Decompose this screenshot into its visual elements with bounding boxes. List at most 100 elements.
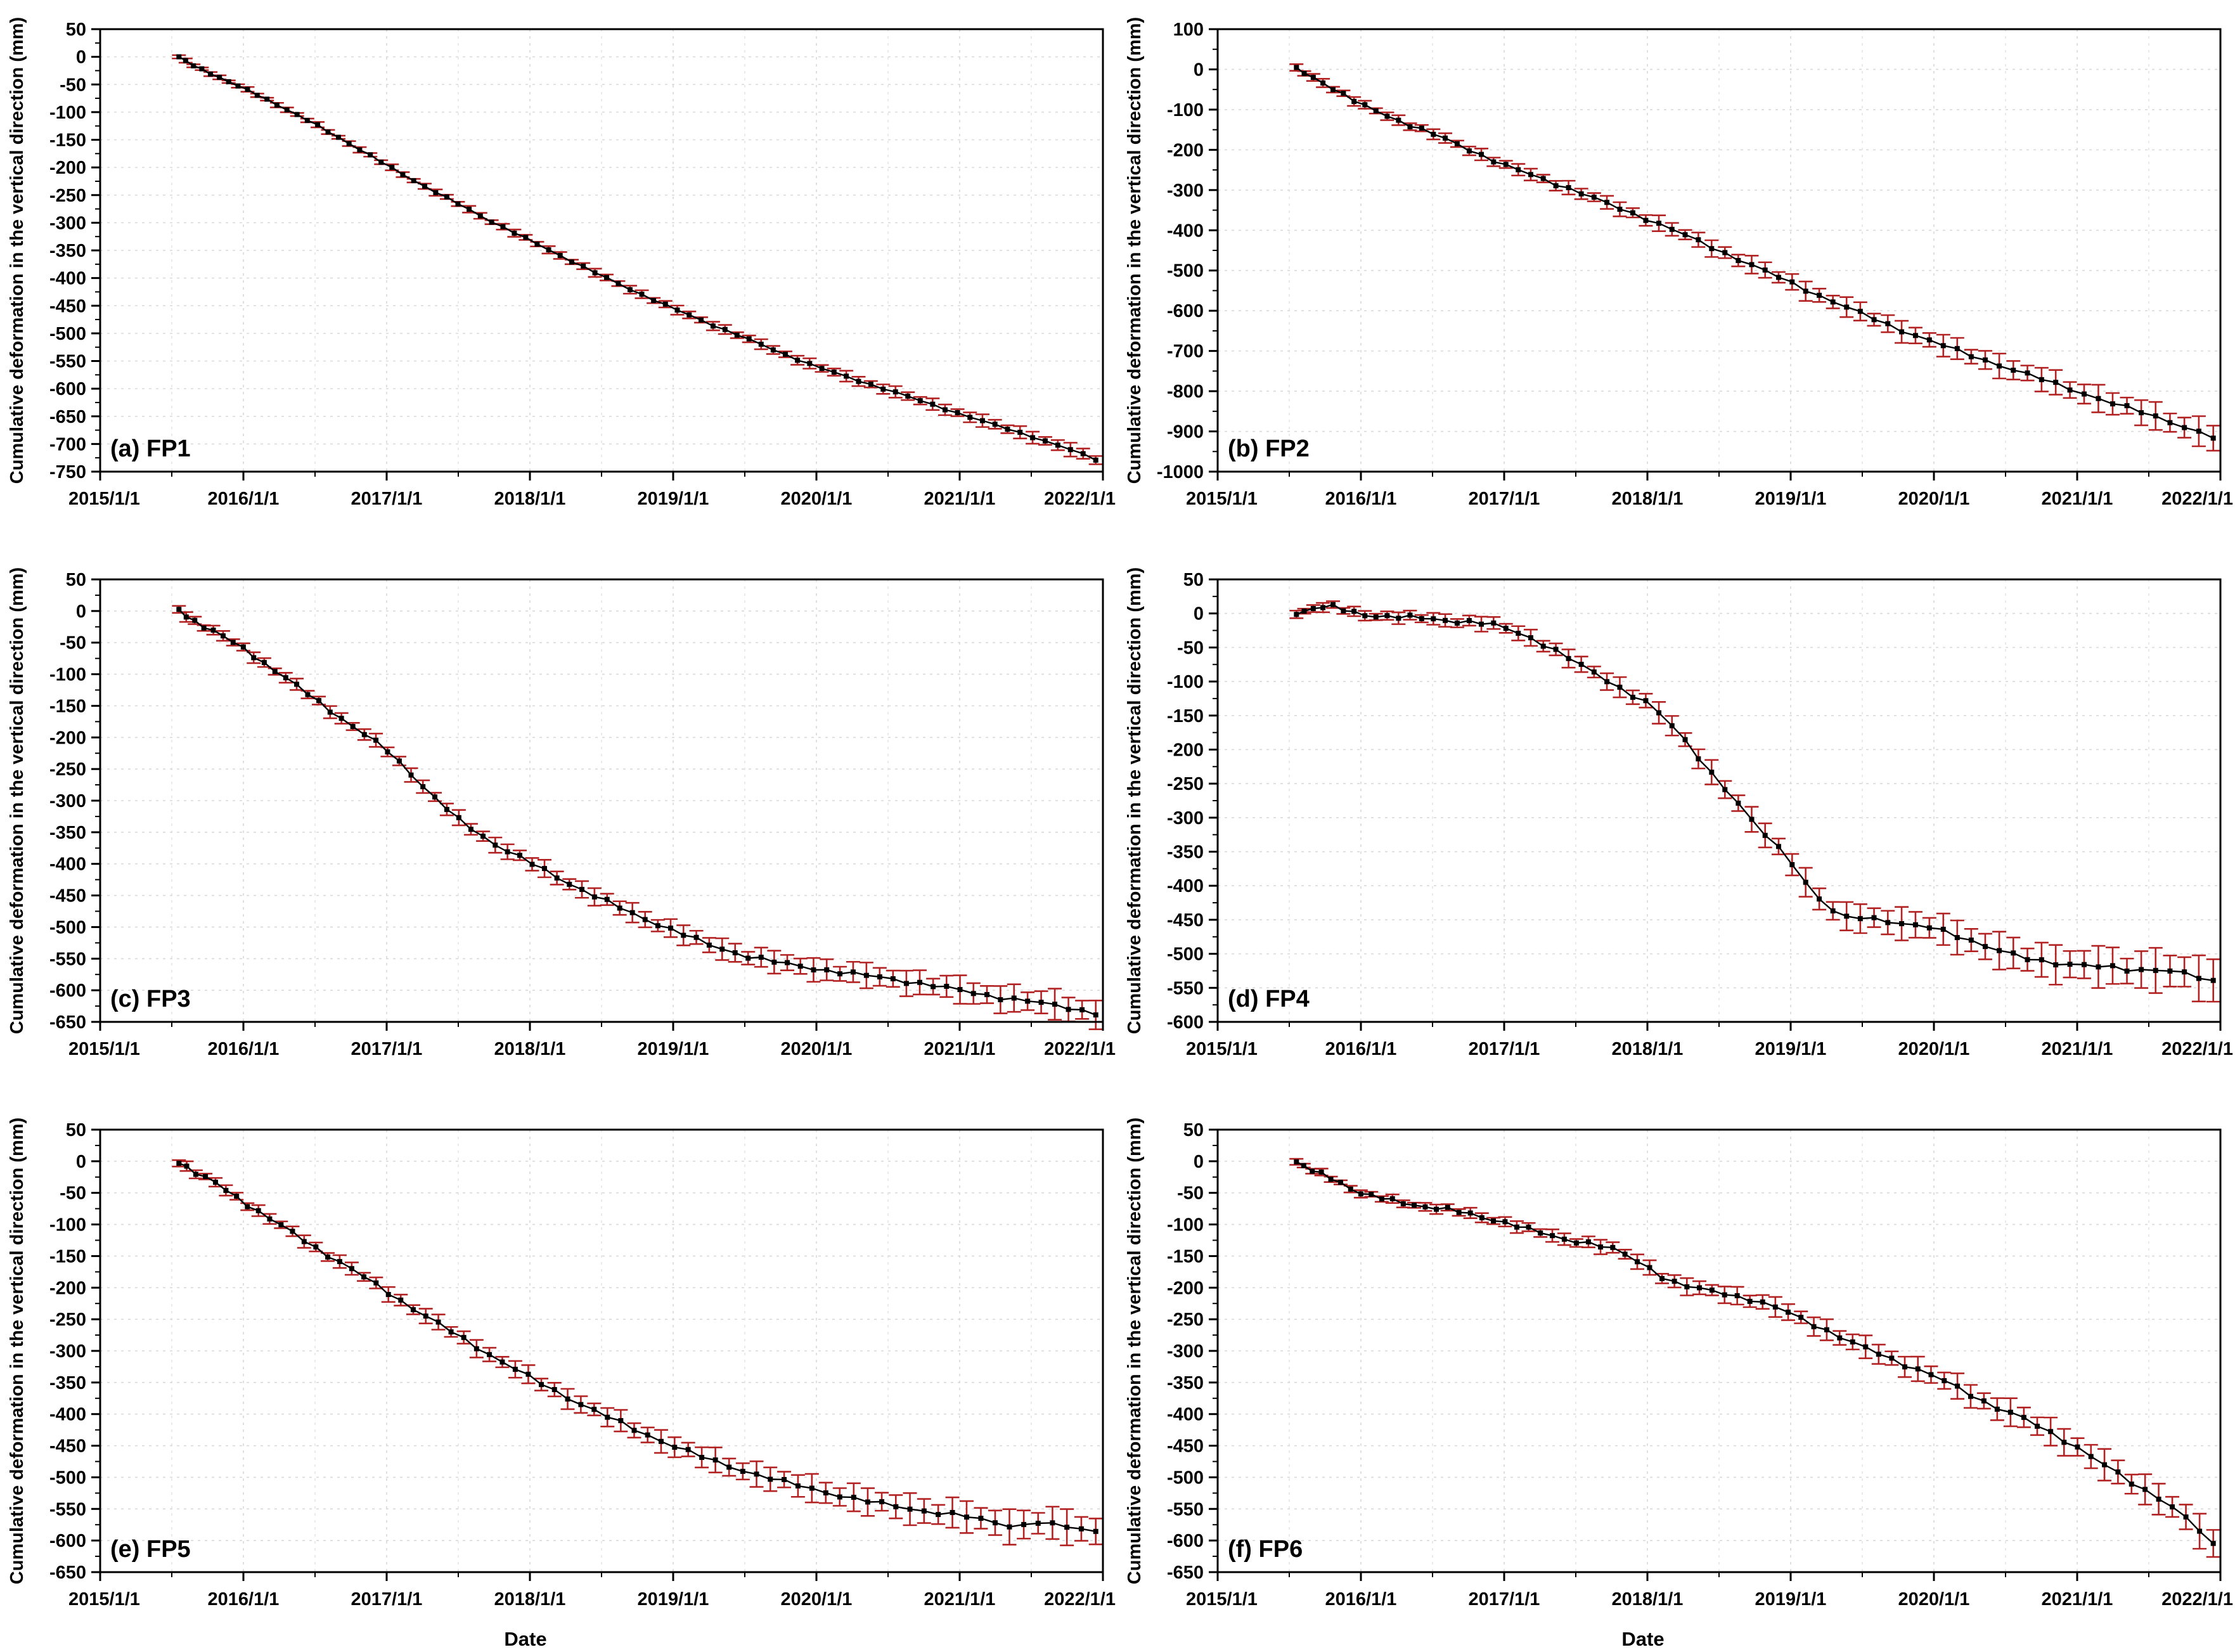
- data-point: [712, 1457, 718, 1463]
- data-point: [432, 794, 437, 800]
- data-point: [2196, 976, 2201, 981]
- data-point: [467, 207, 472, 212]
- y-tick-label: -300: [1167, 181, 1204, 201]
- data-point: [1671, 1279, 1677, 1284]
- data-point: [2011, 368, 2016, 373]
- data-point: [758, 342, 764, 347]
- data-point: [1736, 257, 1741, 263]
- data-point: [444, 806, 449, 812]
- x-tick-label: 2015/1/1: [68, 1039, 140, 1059]
- y-tick-label: -250: [49, 186, 86, 206]
- x-tick-label: 2017/1/1: [1469, 1589, 1540, 1610]
- data-point: [217, 74, 222, 80]
- data-point: [2061, 1440, 2067, 1445]
- data-point: [2025, 370, 2030, 376]
- data-point: [1503, 162, 1509, 167]
- data-point: [1050, 1520, 1055, 1526]
- y-tick-label: -600: [49, 1531, 86, 1551]
- data-point: [191, 63, 196, 68]
- data-point: [455, 201, 461, 207]
- y-tick-label: -50: [60, 633, 86, 654]
- data-point: [693, 934, 699, 940]
- data-point: [1294, 65, 1299, 70]
- y-tick-label: -550: [49, 949, 86, 969]
- data-point: [655, 923, 660, 929]
- data-point: [512, 230, 517, 236]
- data-line: [1296, 1161, 2214, 1544]
- data-point: [710, 323, 716, 329]
- data-point: [565, 1396, 570, 1402]
- data-point: [681, 932, 686, 938]
- data-point: [301, 1239, 307, 1244]
- data-point: [1617, 207, 1623, 212]
- data-point: [785, 960, 790, 965]
- data-point: [837, 971, 843, 977]
- x-tick-label: 2021/1/1: [2042, 1589, 2113, 1610]
- x-tick-label: 2022/1/1: [1044, 489, 1116, 509]
- data-point: [686, 312, 692, 318]
- y-tick-label: -450: [1167, 910, 1204, 931]
- y-tick-label: -250: [1167, 1310, 1204, 1330]
- data-point: [740, 1469, 745, 1475]
- data-point: [385, 1292, 391, 1298]
- x-tick-label: 2019/1/1: [1755, 489, 1827, 509]
- y-tick-label: 50: [66, 1120, 86, 1140]
- data-point: [410, 1307, 416, 1313]
- data-point: [1467, 1210, 1473, 1216]
- panel-label: (e) FP5: [110, 1536, 191, 1563]
- data-point: [1566, 184, 1571, 190]
- data-point: [1384, 613, 1390, 619]
- x-tick-label: 2016/1/1: [208, 489, 280, 509]
- data-point: [2109, 401, 2115, 407]
- data-point: [1396, 117, 1401, 123]
- data-point: [1079, 1007, 1085, 1012]
- data-point: [2210, 978, 2216, 983]
- x-tick-label: 2020/1/1: [1898, 1589, 1970, 1610]
- data-point: [1762, 832, 1768, 838]
- x-tick-label: 2018/1/1: [1612, 1589, 1684, 1610]
- data-point: [1762, 267, 1768, 273]
- data-point: [378, 159, 384, 165]
- data-point: [1982, 357, 1988, 363]
- data-point: [578, 1402, 584, 1407]
- data-point: [499, 1359, 505, 1365]
- y-tick-label: 50: [1183, 570, 1204, 590]
- data-point: [1379, 1196, 1384, 1202]
- data-point: [642, 917, 648, 922]
- data-point: [1553, 183, 1559, 188]
- data-point: [208, 71, 214, 77]
- data-point: [1709, 246, 1715, 252]
- data-point: [183, 614, 189, 620]
- y-tick-label: -300: [49, 213, 86, 233]
- data-point: [1682, 232, 1688, 238]
- data-point: [512, 1367, 518, 1372]
- data-point: [1419, 126, 1424, 131]
- y-tick-label: -350: [49, 1373, 86, 1393]
- data-point: [1330, 602, 1336, 607]
- chart-panel-fp6: 50 0 -50 -100 -150 -200 -250 -300 -350 -400 -450 -5…: [1118, 1100, 2235, 1651]
- data-point: [754, 1471, 759, 1477]
- data-point: [1697, 1285, 1703, 1291]
- y-tick-label: 0: [1194, 60, 1204, 80]
- data-point: [831, 370, 837, 375]
- data-point: [2167, 968, 2173, 974]
- data-point: [605, 1414, 610, 1420]
- data-point: [278, 1222, 284, 1228]
- data-point: [604, 896, 610, 902]
- data-point: [615, 281, 621, 287]
- y-tick-label: -200: [1167, 740, 1204, 760]
- data-point: [979, 418, 985, 423]
- data-point: [1789, 279, 1795, 285]
- data-point: [1400, 1201, 1406, 1207]
- data-point: [1722, 250, 1728, 255]
- data-point: [1011, 995, 1017, 1001]
- data-point: [579, 887, 585, 893]
- data-point: [1419, 616, 1424, 621]
- data-point: [592, 270, 598, 276]
- data-point: [1491, 159, 1497, 165]
- data-point: [722, 326, 728, 332]
- data-point: [2142, 1487, 2148, 1492]
- data-point: [315, 122, 321, 127]
- data-point: [2182, 425, 2187, 430]
- data-point: [1528, 635, 1533, 641]
